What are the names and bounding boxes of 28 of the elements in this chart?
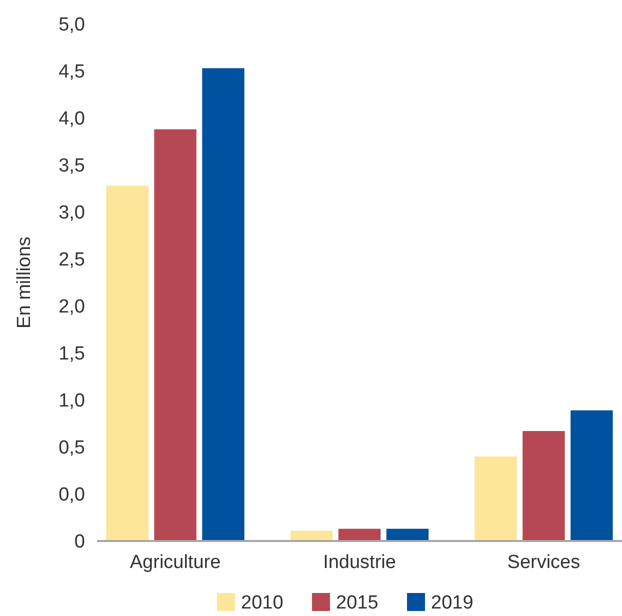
- y-axis-title: En millions: [14, 236, 35, 328]
- bar: [290, 530, 333, 541]
- y-tick-label: 3,5: [58, 156, 85, 177]
- y-tick-label: 4,0: [58, 108, 85, 130]
- bar: [386, 528, 429, 541]
- legend-label: 2019: [431, 592, 474, 614]
- bar: [154, 129, 196, 541]
- y-tick-label: 1,5: [58, 344, 85, 365]
- legend-label: 2015: [336, 592, 378, 614]
- bar: [522, 431, 565, 541]
- y-tick-label: 2,5: [58, 250, 85, 271]
- y-tick-label: 4,5: [58, 62, 85, 83]
- bar: [474, 456, 517, 541]
- y-tick-label: 1,0: [58, 390, 85, 412]
- y-tick-label: 5,0: [58, 14, 85, 36]
- y-tick-label: 0: [74, 532, 85, 553]
- y-tick-label: 3,0: [58, 202, 85, 224]
- bar: [570, 410, 613, 541]
- y-tick-label: 0,0: [58, 484, 85, 506]
- bar: [106, 186, 148, 541]
- y-tick-label: 0,5: [58, 438, 85, 459]
- bar: [338, 528, 381, 541]
- x-tick-label: Services: [507, 552, 580, 573]
- x-tick-label: Industrie: [323, 552, 396, 573]
- legend-label: 2010: [241, 592, 284, 614]
- x-tick-label: Agriculture: [130, 552, 221, 573]
- y-tick-label: 2,0: [58, 296, 85, 318]
- bar: [202, 68, 244, 541]
